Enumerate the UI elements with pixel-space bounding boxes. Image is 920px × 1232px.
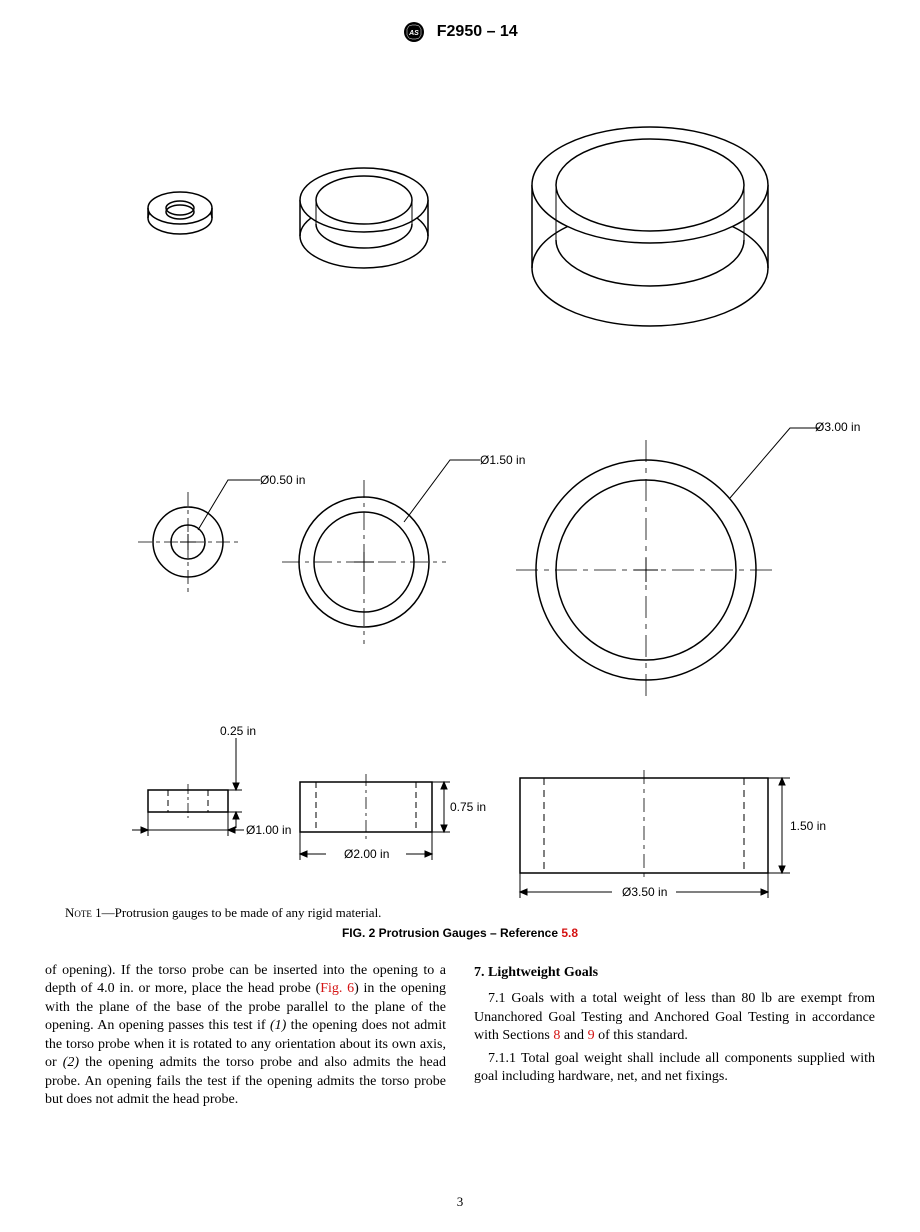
top-view-medium — [282, 460, 480, 644]
top-view-large — [516, 428, 820, 700]
caption-text: FIG. 2 Protrusion Gauges – Reference — [342, 926, 561, 940]
note-text: —Protrusion gauges to be made of any rig… — [102, 905, 382, 920]
dim-label-d150: Ø1.50 in — [480, 453, 525, 467]
svg-text:AS: AS — [408, 30, 419, 37]
caption-ref-link[interactable]: 5.8 — [561, 926, 578, 940]
fig6-ref-link[interactable]: Fig. 6 — [320, 981, 354, 996]
dim-label-d100: Ø1.00 in — [246, 823, 291, 837]
figure-note: Note 1—Protrusion gauges to be made of a… — [65, 905, 381, 921]
dim-label-d350: Ø3.50 in — [622, 885, 667, 899]
figure-2-protrusion-gauges: Ø0.50 in Ø1.50 in Ø3.00 in 0.25 in 0.75 … — [60, 60, 860, 900]
note-prefix: Note — [65, 905, 92, 920]
para-7-1-1: 7.1.1 Total goal weight shall include al… — [474, 1050, 875, 1087]
para-7-1: 7.1 Goals with a total weight of less th… — [474, 990, 875, 1045]
side-view-large — [520, 770, 790, 898]
side-view-small — [132, 738, 244, 836]
iso-ring-large — [532, 127, 768, 326]
left-column: of opening). If the torso probe can be i… — [45, 962, 446, 1114]
right-column: 7. Lightweight Goals 7.1 Goals with a to… — [474, 962, 875, 1114]
page: AS F2950 – 14 — [0, 0, 920, 1232]
enum-one: (1) — [270, 1018, 286, 1033]
iso-ring-small — [148, 192, 212, 234]
body-columns: of opening). If the torso probe can be i… — [45, 962, 875, 1114]
top-view-small — [138, 480, 260, 592]
section-7-heading: 7. Lightweight Goals — [474, 964, 875, 982]
astm-logo-icon: AS — [402, 20, 426, 44]
dim-label-d050: Ø0.50 in — [260, 473, 305, 487]
dim-label-d300: Ø3.00 in — [815, 420, 860, 434]
dim-label-t025: 0.25 in — [220, 724, 256, 738]
iso-ring-medium — [300, 168, 428, 268]
dim-label-d200: Ø2.00 in — [344, 847, 389, 861]
dim-label-t150: 1.50 in — [790, 819, 826, 833]
enum-two: (2) — [63, 1055, 79, 1070]
page-number: 3 — [0, 1194, 920, 1210]
section-9-ref-link[interactable]: 9 — [588, 1028, 595, 1043]
para-continuation: of opening). If the torso probe can be i… — [45, 962, 446, 1110]
standard-designation: F2950 – 14 — [437, 23, 518, 41]
figure-caption: FIG. 2 Protrusion Gauges – Reference 5.8 — [0, 926, 920, 940]
dim-label-t075: 0.75 in — [450, 800, 486, 814]
page-header: AS F2950 – 14 — [0, 20, 920, 44]
